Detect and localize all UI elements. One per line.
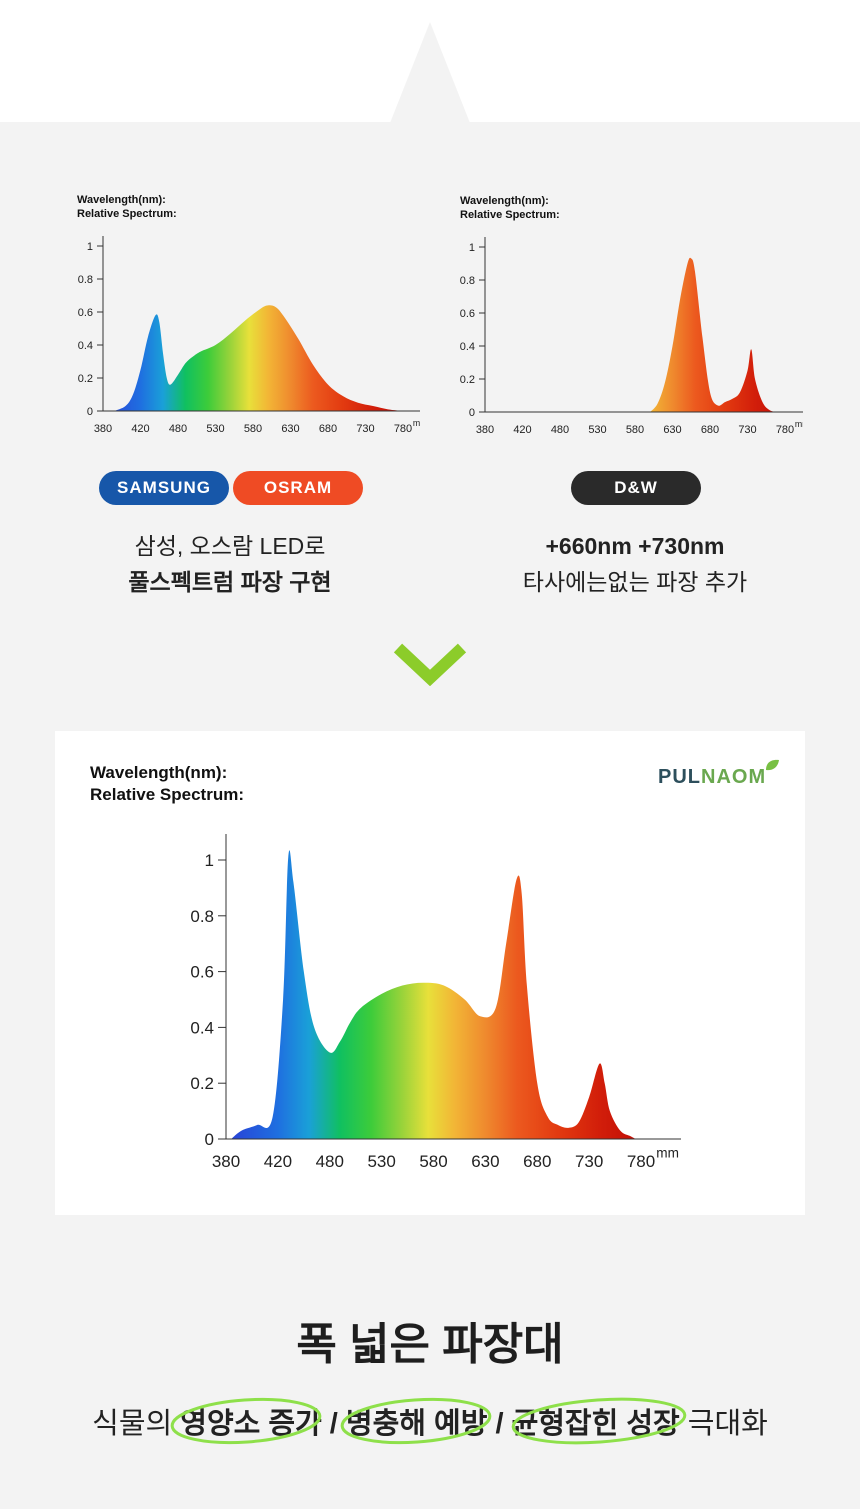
x-tick-label: 580 <box>626 424 644 436</box>
y-tick-label: 0 <box>205 1130 214 1149</box>
x-unit-label: mm <box>656 1146 679 1161</box>
x-tick-label: 580 <box>419 1152 447 1171</box>
subline-part1: 식물의 <box>92 1408 181 1440</box>
y-tick-label: 0.2 <box>190 1074 214 1093</box>
left-wl-label: Wavelength(nm): <box>77 194 166 206</box>
osram-badge: OSRAM <box>233 471 363 505</box>
pulnaom-logo: PULNAOM <box>658 759 779 789</box>
x-tick-label: 680 <box>319 423 337 435</box>
y-tick-label: 0.4 <box>78 340 93 352</box>
spectrum-area <box>650 257 778 412</box>
pointer-notch <box>390 22 470 123</box>
x-tick-label: 730 <box>356 423 374 435</box>
y-tick-label: 0.6 <box>190 963 214 982</box>
x-tick-label: 420 <box>264 1152 292 1171</box>
highlight-ring-1 <box>170 1397 322 1445</box>
y-tick-label: 0.2 <box>78 373 93 385</box>
right-caption-line1: +660nm +730nm <box>545 533 725 559</box>
y-tick-label: 1 <box>87 241 93 253</box>
x-tick-label: 420 <box>513 424 531 436</box>
leaf-icon <box>766 759 779 771</box>
y-tick-label: 0.6 <box>460 308 475 320</box>
x-tick-label: 380 <box>476 424 494 436</box>
y-tick-label: 0 <box>469 407 475 419</box>
x-tick-label: 780 <box>776 424 794 436</box>
y-tick-label: 0.2 <box>460 374 475 386</box>
right-wl-label: Wavelength(nm): <box>460 195 549 207</box>
y-tick-label: 1 <box>469 242 475 254</box>
y-tick-label: 0.8 <box>78 274 93 286</box>
spectrum-area <box>231 850 636 1139</box>
x-tick-label: 380 <box>94 423 112 435</box>
x-tick-label: 480 <box>551 424 569 436</box>
x-unit-label: mm <box>795 419 803 429</box>
subline-nutrient: 영양소 증가 <box>180 1408 322 1440</box>
highlight-ring-3 <box>511 1397 687 1445</box>
x-tick-label: 780 <box>394 423 412 435</box>
x-tick-label: 680 <box>701 424 719 436</box>
chevron-down-icon <box>393 643 467 686</box>
x-tick-label: 630 <box>281 423 299 435</box>
x-tick-label: 380 <box>212 1152 240 1171</box>
subline-part7: 극대화 <box>679 1408 768 1440</box>
y-tick-label: 0.6 <box>78 307 93 319</box>
y-tick-label: 1 <box>205 851 214 870</box>
x-tick-label: 530 <box>367 1152 395 1171</box>
y-tick-label: 0.8 <box>190 907 214 926</box>
x-tick-label: 680 <box>523 1152 551 1171</box>
right-caption-line2: 타사에는없는 파장 추가 <box>522 569 748 595</box>
right-caption: +660nm +730nm 타사에는없는 파장 추가 <box>485 528 785 600</box>
x-unit-label: mm <box>413 418 420 428</box>
main-chart-axis-caption: Wavelength(nm): Relative Spectrum: <box>90 762 244 806</box>
left-caption-line2: 풀스펙트럼 파장 구현 <box>128 569 332 595</box>
y-tick-label: 0 <box>87 406 93 418</box>
y-tick-label: 0.8 <box>460 275 475 287</box>
left-rs-label: Relative Spectrum: <box>77 207 177 220</box>
left-caption: 삼성, 오스람 LED로 풀스펙트럼 파장 구현 <box>80 528 380 600</box>
logo-naom: NAOM <box>701 766 767 788</box>
samsung-badge: SAMSUNG <box>99 471 229 505</box>
y-tick-label: 0.4 <box>190 1018 214 1037</box>
dw-badge: D&W <box>571 471 701 505</box>
subline-sep2: / <box>487 1408 512 1440</box>
main-wl-label: Wavelength(nm): <box>90 763 228 782</box>
headline: 폭 넓은 파장대 <box>296 1320 564 1369</box>
y-tick-label: 0.4 <box>460 341 475 353</box>
spectrum-area <box>114 305 403 411</box>
right-chart-axis-caption: Wavelength(nm): Relative Spectrum: <box>460 195 560 223</box>
logo-pul: PUL <box>658 766 701 788</box>
left-spectrum-chart: 0 0.2 0.4 0.6 0.8 1 380 420 480 530 580 630 680 730 78… <box>78 236 420 435</box>
x-tick-label: 580 <box>244 423 262 435</box>
x-tick-label: 420 <box>131 423 149 435</box>
x-tick-label: 730 <box>738 424 756 436</box>
highlight-ring-2 <box>340 1397 492 1445</box>
x-tick-label: 730 <box>575 1152 603 1171</box>
x-tick-label: 530 <box>588 424 606 436</box>
x-tick-label: 630 <box>663 424 681 436</box>
subline-sep1: / <box>321 1408 346 1440</box>
x-tick-label: 630 <box>471 1152 499 1171</box>
subline: 식물의 영양소 증가 / 병충해 예방 / 균형잡힌 성장 극대화 <box>0 1400 860 1442</box>
x-tick-label: 530 <box>206 423 224 435</box>
right-rs-label: Relative Spectrum: <box>460 208 560 221</box>
x-tick-label: 480 <box>169 423 187 435</box>
right-spectrum-chart: 0 0.2 0.4 0.6 0.8 1 380 420 480 530 580 630 680 730 78… <box>460 237 803 436</box>
main-rs-label: Relative Spectrum: <box>90 785 244 804</box>
left-chart-axis-caption: Wavelength(nm): Relative Spectrum: <box>77 194 177 222</box>
main-spectrum-chart: 0 0.2 0.4 0.6 0.8 1 380 420 480 530 580 630 680 730 78… <box>190 834 681 1171</box>
x-tick-label: 780 <box>627 1152 655 1171</box>
left-caption-line1: 삼성, 오스람 LED로 <box>134 533 326 559</box>
x-tick-label: 480 <box>316 1152 344 1171</box>
